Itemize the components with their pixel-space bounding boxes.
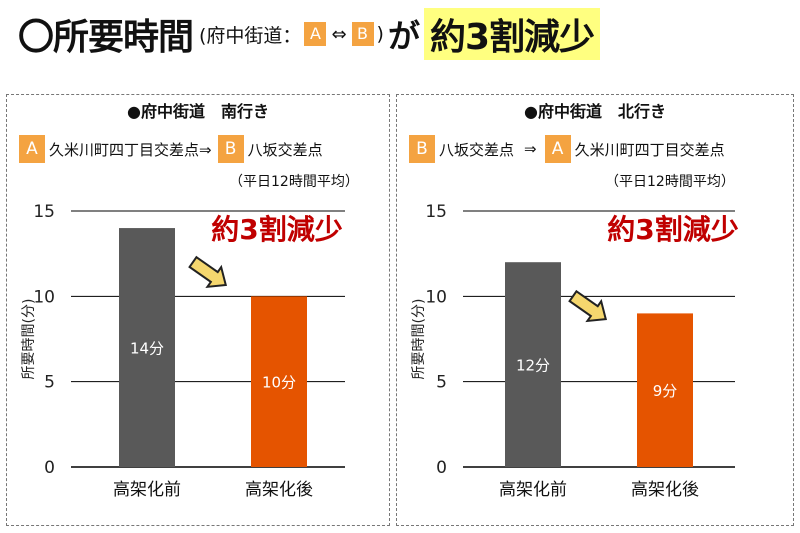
- bar-value-label: 14分: [130, 340, 164, 358]
- bar-before: [119, 228, 175, 467]
- bar-value-label: 10分: [262, 374, 296, 392]
- y-tick-label: 10: [33, 287, 55, 307]
- callout-label: 約3割減少: [211, 213, 342, 246]
- decrease-arrow-shape: [188, 255, 228, 289]
- headline: 〇所要時間 (府中街道： A ⇔ B ) が 約3割減少: [18, 6, 601, 62]
- bar-before: [505, 262, 561, 467]
- route-to: 八坂交差点: [247, 140, 323, 159]
- bar-value-label: 9分: [653, 382, 678, 400]
- route-from: 久米川町四丁目交差点⇒: [49, 140, 212, 159]
- bar-after: [637, 313, 693, 467]
- headline-main: 〇所要時間: [18, 17, 194, 58]
- condition-note: （平日12時間平均）: [605, 174, 735, 190]
- x-tick-label: 高架化前: [499, 480, 567, 500]
- panel-northbound: ●府中街道 北行き B 八坂交差点 ⇒ A 久米川町四丁目交差点 （平日12時間…: [396, 94, 794, 526]
- route-from-box: B: [409, 135, 435, 163]
- decrease-arrow-icon: [188, 255, 228, 289]
- panel-title: ●府中街道 北行き: [524, 102, 666, 121]
- route-to: 久米川町四丁目交差点: [574, 140, 725, 159]
- route-from-box: A: [19, 135, 45, 163]
- decrease-arrow-icon: [568, 289, 608, 323]
- y-tick-label: 0: [44, 458, 55, 478]
- route-arrow: ⇒: [524, 140, 537, 158]
- bar-after: [251, 296, 307, 467]
- route-from: 八坂交差点: [439, 140, 515, 159]
- panel-title: ●府中街道 南行き: [127, 102, 269, 121]
- x-tick-label: 高架化後: [631, 480, 699, 500]
- callout-label: 約3割減少: [607, 213, 738, 246]
- y-tick-label: 0: [436, 458, 447, 478]
- headline-box-b: B: [351, 22, 374, 46]
- headline-highlight: 約3割減少: [423, 8, 601, 60]
- y-axis-label: 所要時間(分): [411, 299, 427, 380]
- route-to-box: A: [544, 135, 571, 163]
- y-tick-label: 5: [436, 373, 447, 393]
- bar-value-label: 12分: [516, 357, 550, 375]
- condition-note: （平日12時間平均）: [229, 174, 359, 190]
- headline-sub-open: (府中街道：: [199, 24, 302, 47]
- decrease-arrow-shape: [568, 289, 608, 323]
- route-to-box: B: [217, 135, 244, 163]
- x-tick-label: 高架化後: [245, 480, 313, 500]
- headline-connector: が: [387, 17, 420, 55]
- y-tick-label: 10: [425, 287, 447, 307]
- y-tick-label: 15: [425, 202, 447, 222]
- y-tick-label: 15: [33, 202, 55, 222]
- panel-southbound: ●府中街道 南行き A 久米川町四丁目交差点⇒ B 八坂交差点 （平日12時間平…: [6, 94, 390, 526]
- headline-arrow: ⇔: [331, 23, 347, 45]
- route-line: B 八坂交差点 ⇒ A 久米川町四丁目交差点: [409, 135, 731, 163]
- x-tick-label: 高架化前: [113, 480, 181, 500]
- headline-sub: (府中街道： A ⇔ B ): [199, 21, 384, 48]
- route-line: A 久米川町四丁目交差点⇒ B 八坂交差点: [19, 135, 329, 163]
- y-tick-label: 5: [44, 373, 55, 393]
- headline-box-a: A: [304, 22, 327, 46]
- headline-sub-close: ): [376, 23, 384, 45]
- y-axis-label: 所要時間(分): [21, 299, 37, 380]
